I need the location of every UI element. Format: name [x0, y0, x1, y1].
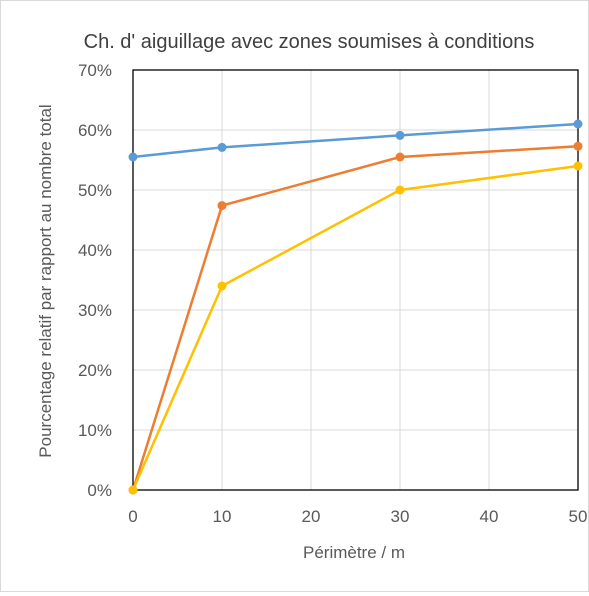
axes — [132, 69, 579, 491]
series-2-point — [573, 141, 583, 151]
y-tick-label: 50% — [78, 181, 112, 200]
y-tick-label: 0% — [87, 481, 112, 500]
x-tick-label: 50 — [569, 507, 588, 526]
plot-area-border — [132, 69, 579, 491]
series-1-point — [128, 152, 138, 162]
x-tick-label: 40 — [480, 507, 499, 526]
series-3-point — [128, 485, 138, 495]
series-1-point — [573, 119, 583, 129]
series-3-point — [217, 281, 227, 291]
series-1-point — [395, 130, 405, 140]
series-line-3 — [131, 164, 579, 491]
series-line-1 — [132, 122, 579, 159]
series-line-2 — [131, 144, 579, 491]
x-tick-label: 20 — [302, 507, 321, 526]
y-axis-label: Pourcentage relatif par rapport au nombr… — [36, 104, 55, 457]
series-2-point — [395, 152, 405, 162]
series-2-point — [217, 201, 227, 211]
y-tick-label: 60% — [78, 121, 112, 140]
x-axis-label: Périmètre / m — [303, 543, 405, 562]
x-tick-labels: 0 10 20 30 40 50 — [128, 507, 587, 526]
y-tick-labels: 0% 10% 20% 30% 40% 50% 60% 70% — [78, 61, 112, 500]
y-tick-label: 10% — [78, 421, 112, 440]
y-tick-label: 70% — [78, 61, 112, 80]
series-lines — [131, 122, 579, 491]
y-tick-label: 20% — [78, 361, 112, 380]
series-1-point — [217, 142, 227, 152]
y-tick-label: 40% — [78, 241, 112, 260]
x-tick-label: 0 — [128, 507, 137, 526]
x-tick-label: 10 — [213, 507, 232, 526]
x-tick-label: 30 — [391, 507, 410, 526]
y-tick-label: 30% — [78, 301, 112, 320]
chart-title: Ch. d' aiguillage avec zones soumises à … — [84, 31, 535, 53]
series-3-point — [573, 161, 583, 171]
series-3-point — [395, 185, 405, 195]
series-markers — [128, 119, 583, 495]
